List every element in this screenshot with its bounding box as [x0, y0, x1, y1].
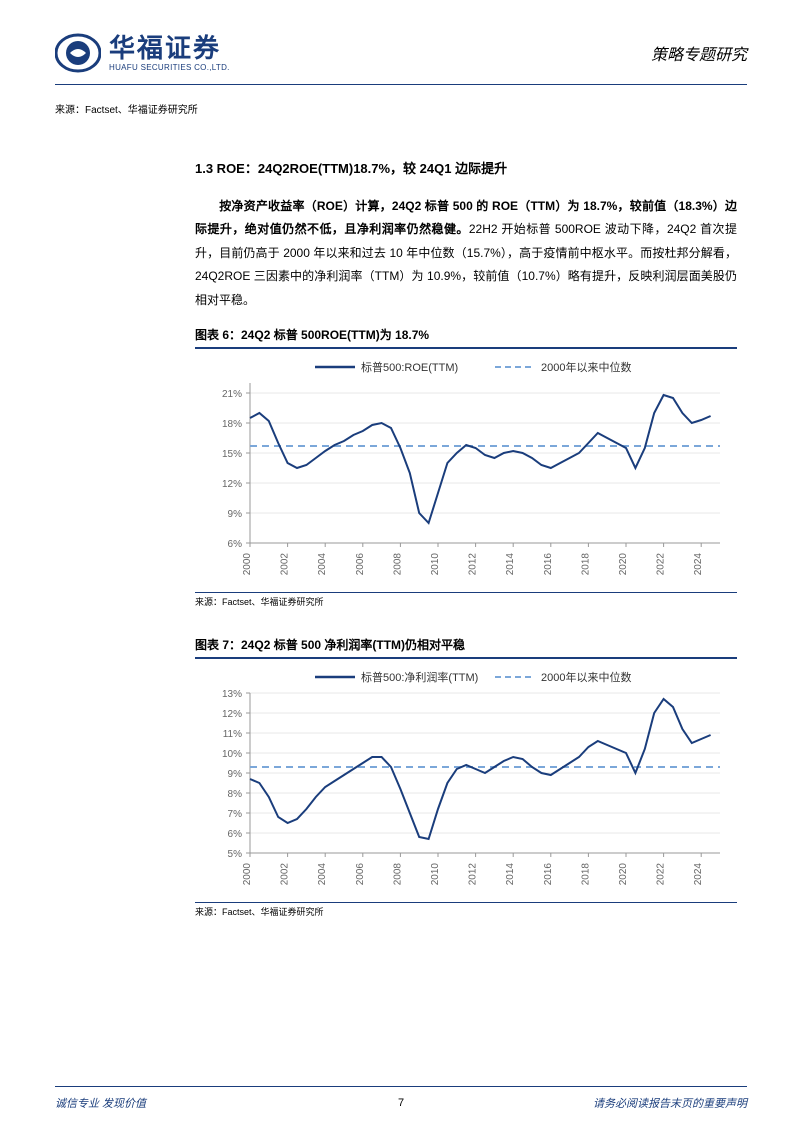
logo-block: 华福证券 HUAFU SECURITIES CO.,LTD. [55, 30, 230, 76]
company-name-cn: 华福证券 [109, 35, 230, 61]
chart6-title: 图表 6：24Q2 标普 500ROE(TTM)为 18.7% [195, 326, 747, 343]
svg-text:2014: 2014 [505, 863, 516, 886]
svg-text:2008: 2008 [392, 863, 403, 886]
svg-text:11%: 11% [223, 729, 242, 740]
svg-text:2016: 2016 [543, 863, 554, 886]
svg-text:5%: 5% [228, 849, 243, 860]
svg-text:2002: 2002 [280, 863, 291, 886]
svg-text:8%: 8% [228, 789, 243, 800]
svg-text:2022: 2022 [656, 553, 667, 576]
svg-text:2024: 2024 [693, 553, 704, 576]
svg-text:6%: 6% [228, 829, 243, 840]
page-footer: 诚信专业 发现价值 7 请务必阅读报告末页的重要声明 [55, 1086, 747, 1111]
svg-text:2018: 2018 [580, 863, 591, 886]
svg-text:2018: 2018 [580, 553, 591, 576]
svg-text:2024: 2024 [693, 863, 704, 886]
logo-text: 华福证券 HUAFU SECURITIES CO.,LTD. [109, 35, 230, 72]
svg-text:18%: 18% [222, 419, 242, 430]
svg-text:2000: 2000 [242, 553, 253, 576]
svg-text:2016: 2016 [543, 553, 554, 576]
svg-text:2004: 2004 [317, 863, 328, 886]
svg-text:2020: 2020 [618, 553, 629, 576]
page-header: 华福证券 HUAFU SECURITIES CO.,LTD. 策略专题研究 [55, 30, 747, 85]
svg-text:10%: 10% [222, 749, 242, 760]
section-title: 1.3 ROE：24Q2ROE(TTM)18.7%，较 24Q1 边际提升 [195, 158, 747, 177]
svg-text:2006: 2006 [355, 863, 366, 886]
svg-text:2012: 2012 [468, 553, 479, 576]
svg-text:2006: 2006 [355, 553, 366, 576]
chart6: 标普500:ROE(TTM) 2000年以来中位数 6% 9% 12% 15% 18% 21%… [195, 353, 737, 588]
svg-text:2010: 2010 [430, 553, 441, 576]
top-source-note: 来源：Factset、华福证券研究所 [55, 101, 747, 116]
svg-text:12%: 12% [222, 709, 242, 720]
svg-text:2014: 2014 [505, 553, 516, 576]
chart6-title-rule [195, 347, 737, 349]
svg-text:2012: 2012 [468, 863, 479, 886]
chart7-source: 来源：Factset、华福证券研究所 [195, 905, 747, 918]
svg-text:9%: 9% [228, 509, 243, 520]
svg-text:2008: 2008 [392, 553, 403, 576]
svg-text:2000年以来中位数: 2000年以来中位数 [541, 670, 631, 684]
page-number: 7 [398, 1097, 404, 1109]
svg-text:标普500:ROE(TTM): 标普500:ROE(TTM) [361, 360, 458, 374]
footer-right: 请务必阅读报告末页的重要声明 [593, 1095, 747, 1111]
chart6-source-rule [195, 592, 737, 593]
chart7-title: 图表 7：24Q2 标普 500 净利润率(TTM)仍相对平稳 [195, 636, 747, 653]
chart7: 标普500:净利润率(TTM) 2000年以来中位数 5% 6% 7% 8% 9% 10% 11… [195, 663, 737, 898]
svg-text:2002: 2002 [280, 553, 291, 576]
chart7-title-rule [195, 657, 737, 659]
company-name-en: HUAFU SECURITIES CO.,LTD. [109, 64, 230, 72]
svg-text:2022: 2022 [656, 863, 667, 886]
svg-text:7%: 7% [228, 809, 243, 820]
svg-text:15%: 15% [222, 449, 242, 460]
svg-text:标普500:净利润率(TTM): 标普500:净利润率(TTM) [361, 670, 478, 684]
svg-text:13%: 13% [222, 689, 242, 700]
svg-text:21%: 21% [222, 389, 242, 400]
chart7-source-rule [195, 902, 737, 903]
chart6-source: 来源：Factset、华福证券研究所 [195, 595, 747, 608]
svg-text:2000: 2000 [242, 863, 253, 886]
svg-text:12%: 12% [222, 479, 242, 490]
svg-text:9%: 9% [228, 769, 243, 780]
report-type: 策略专题研究 [651, 41, 747, 65]
svg-text:2010: 2010 [430, 863, 441, 886]
svg-text:2000年以来中位数: 2000年以来中位数 [541, 360, 631, 374]
section-paragraph: 按净资产收益率（ROE）计算，24Q2 标普 500 的 ROE（TTM）为 1… [195, 195, 737, 312]
svg-text:2004: 2004 [317, 553, 328, 576]
svg-text:6%: 6% [228, 539, 243, 550]
svg-text:2020: 2020 [618, 863, 629, 886]
footer-left: 诚信专业 发现价值 [55, 1095, 146, 1111]
company-logo-icon [55, 30, 101, 76]
